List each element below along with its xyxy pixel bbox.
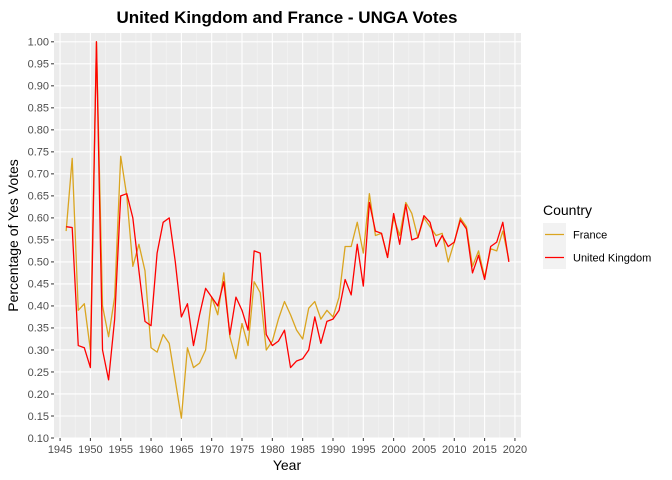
y-tick-label: 0.70 bbox=[28, 169, 49, 181]
y-tick-label: 0.80 bbox=[28, 125, 49, 137]
legend-label: United Kingdom bbox=[573, 253, 651, 265]
y-tick-label: 0.55 bbox=[28, 235, 49, 247]
x-tick-label: 2020 bbox=[503, 444, 527, 456]
x-tick-label: 1965 bbox=[169, 444, 193, 456]
y-tick-label: 0.90 bbox=[28, 81, 49, 93]
x-tick-label: 1995 bbox=[351, 444, 375, 456]
y-axis-title: Percentage of Yes Votes bbox=[5, 159, 21, 312]
minor-gridlines bbox=[74, 33, 501, 438]
x-axis-ticks: 1945 1950 1955 1960 1965 1970 1975 1980 1985 1990… bbox=[48, 438, 527, 456]
y-tick-label: 0.20 bbox=[28, 389, 49, 401]
x-tick-label: 2000 bbox=[381, 444, 405, 456]
x-tick-label: 1990 bbox=[321, 444, 345, 456]
y-tick-label: 0.10 bbox=[28, 433, 49, 445]
y-tick-label: 0.45 bbox=[28, 279, 49, 291]
x-tick-label: 2015 bbox=[472, 444, 496, 456]
y-tick-label: 0.35 bbox=[28, 323, 49, 335]
x-tick-label: 1975 bbox=[230, 444, 254, 456]
x-tick-label: 1970 bbox=[199, 444, 223, 456]
series-line-france bbox=[65, 41, 510, 419]
series-line-united-kingdom bbox=[66, 41, 510, 381]
y-tick-label: 1.00 bbox=[28, 37, 49, 49]
x-tick-label: 1960 bbox=[139, 444, 163, 456]
y-tick-label: 0.15 bbox=[28, 411, 49, 423]
y-tick-label: 0.40 bbox=[28, 301, 49, 313]
y-tick-label: 0.65 bbox=[28, 191, 49, 203]
x-tick-label: 1955 bbox=[108, 444, 132, 456]
y-tick-label: 0.50 bbox=[28, 257, 49, 269]
series-lines bbox=[65, 41, 510, 419]
x-tick-label: 1985 bbox=[290, 444, 314, 456]
y-tick-label: 0.30 bbox=[28, 345, 49, 357]
y-tick-label: 0.85 bbox=[28, 103, 49, 115]
y-tick-label: 0.75 bbox=[28, 147, 49, 159]
plot-panel bbox=[54, 33, 521, 439]
x-tick-label: 2005 bbox=[412, 444, 436, 456]
legend-items: France United Kingdom bbox=[543, 223, 651, 269]
legend-item-united-kingdom: United Kingdom bbox=[543, 246, 651, 269]
x-tick-label: 2010 bbox=[442, 444, 466, 456]
legend: Country France United Kingdom bbox=[543, 202, 651, 269]
legend-item-france: France bbox=[543, 223, 607, 246]
y-tick-label: 0.95 bbox=[28, 59, 49, 71]
major-gridlines bbox=[54, 33, 521, 439]
y-tick-label: 0.60 bbox=[28, 213, 49, 225]
chart-title: United Kingdom and France - UNGA Votes bbox=[117, 8, 458, 27]
x-tick-label: 1945 bbox=[48, 444, 72, 456]
legend-label: France bbox=[573, 230, 607, 242]
x-axis-title: Year bbox=[273, 457, 302, 473]
legend-title: Country bbox=[543, 202, 592, 218]
x-tick-label: 1980 bbox=[260, 444, 284, 456]
y-tick-label: 0.25 bbox=[28, 367, 49, 379]
x-tick-label: 1950 bbox=[78, 444, 102, 456]
y-axis-ticks: 0.10 0.15 0.20 0.25 0.30 0.35 0.40 0.45 0.50 0.55… bbox=[28, 37, 54, 445]
